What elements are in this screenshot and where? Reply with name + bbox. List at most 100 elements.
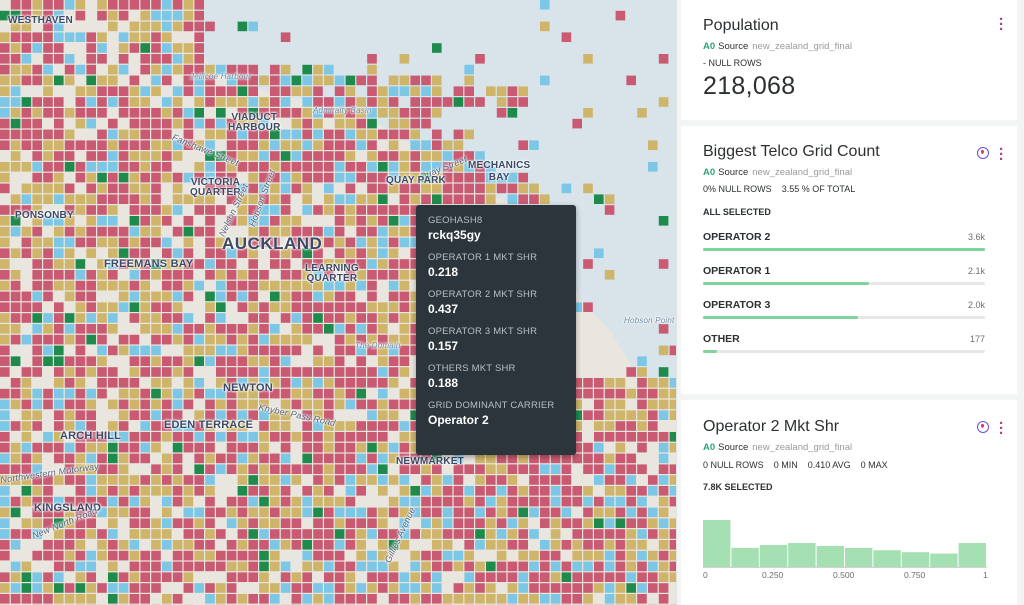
grid-cell[interactable] [172,421,183,431]
grid-cell[interactable] [302,367,312,377]
grid-cell[interactable] [507,540,518,550]
grid-cell[interactable] [280,302,291,312]
grid-cell[interactable] [475,572,485,582]
grid-cell[interactable] [594,583,604,593]
grid-cell[interactable] [75,464,86,474]
grid-cell[interactable] [259,334,269,345]
grid-cell[interactable] [270,550,280,561]
grid-cell[interactable] [226,432,237,442]
grid-cell[interactable] [248,399,258,410]
grid-cell[interactable] [86,572,96,582]
grid-cell[interactable] [194,540,204,550]
grid-cell[interactable] [140,21,150,32]
grid-cell[interactable] [367,378,377,388]
grid-cell[interactable] [399,172,410,183]
grid-cell[interactable] [291,313,302,323]
grid-cell[interactable] [432,518,442,528]
grid-cell[interactable] [302,432,312,442]
grid-cell[interactable] [86,270,96,280]
grid-cell[interactable] [151,572,161,582]
grid-cell[interactable] [313,540,323,550]
grid-cell[interactable] [205,226,215,237]
grid-cell[interactable] [518,183,528,194]
grid-cell[interactable] [529,453,539,464]
grid-cell[interactable] [194,43,204,53]
grid-cell[interactable] [32,97,42,107]
grid-cell[interactable] [248,162,258,172]
grid-cell[interactable] [594,550,604,561]
grid-cell[interactable] [108,205,118,215]
grid-cell[interactable] [118,550,129,561]
grid-cell[interactable] [10,291,21,302]
histogram-bar[interactable] [731,547,759,568]
grid-cell[interactable] [604,561,615,572]
grid-cell[interactable] [21,162,32,172]
grid-cell[interactable] [64,291,75,302]
grid-cell[interactable] [64,561,75,572]
grid-cell[interactable] [0,442,10,453]
grid-cell[interactable] [475,97,485,107]
grid-cell[interactable] [172,367,183,377]
grid-cell[interactable] [151,540,161,550]
grid-cell[interactable] [421,183,431,194]
grid-cell[interactable] [626,594,636,604]
grid-cell[interactable] [129,118,140,129]
grid-cell[interactable] [270,259,280,269]
grid-cell[interactable] [334,378,345,388]
grid-cell[interactable] [583,529,593,539]
grid-cell[interactable] [205,151,215,161]
grid-cell[interactable] [129,550,140,561]
grid-cell[interactable] [97,32,107,42]
grid-cell[interactable] [75,226,86,237]
grid-cell[interactable] [388,583,399,593]
grid-cell[interactable] [54,270,64,280]
grid-cell[interactable] [669,442,676,453]
grid-cell[interactable] [367,226,377,237]
grid-cell[interactable] [151,583,161,593]
grid-cell[interactable] [464,507,474,518]
grid-cell[interactable] [583,410,593,420]
grid-cell[interactable] [140,410,150,420]
grid-cell[interactable] [410,496,420,507]
grid-cell[interactable] [108,248,118,258]
grid-cell[interactable] [97,313,107,323]
grid-cell[interactable] [421,561,431,572]
grid-cell[interactable] [10,54,21,64]
grid-cell[interactable] [561,507,572,518]
grid-cell[interactable] [248,518,258,528]
grid-cell[interactable] [194,583,204,593]
grid-cell[interactable] [334,550,345,561]
grid-cell[interactable] [237,302,248,312]
grid-cell[interactable] [248,388,258,399]
grid-cell[interactable] [64,64,75,75]
grid-cell[interactable] [162,356,172,366]
grid-cell[interactable] [162,54,172,64]
grid-cell[interactable] [367,432,377,442]
grid-cell[interactable] [378,97,388,107]
grid-cell[interactable] [183,442,194,453]
grid-cell[interactable] [183,21,194,32]
grid-cell[interactable] [118,280,129,291]
grid-cell[interactable] [43,151,53,161]
grid-cell[interactable] [529,561,539,572]
grid-cell[interactable] [572,410,582,420]
grid-cell[interactable] [410,248,420,258]
grid-cell[interactable] [399,432,410,442]
grid-cell[interactable] [367,75,377,86]
grid-cell[interactable] [183,572,194,582]
grid-cell[interactable] [54,21,64,32]
grid-cell[interactable] [205,162,215,172]
grid-cell[interactable] [399,162,410,172]
grid-cell[interactable] [270,183,280,194]
grid-cell[interactable] [97,205,107,215]
grid-cell[interactable] [43,64,53,75]
grid-cell[interactable] [86,194,96,204]
grid-cell[interactable] [313,248,323,258]
grid-cell[interactable] [658,54,669,64]
grid-cell[interactable] [129,270,140,280]
grid-cell[interactable] [129,388,140,399]
grid-cell[interactable] [237,410,248,420]
grid-cell[interactable] [302,334,312,345]
grid-cell[interactable] [421,172,431,183]
grid-cell[interactable] [248,151,258,161]
